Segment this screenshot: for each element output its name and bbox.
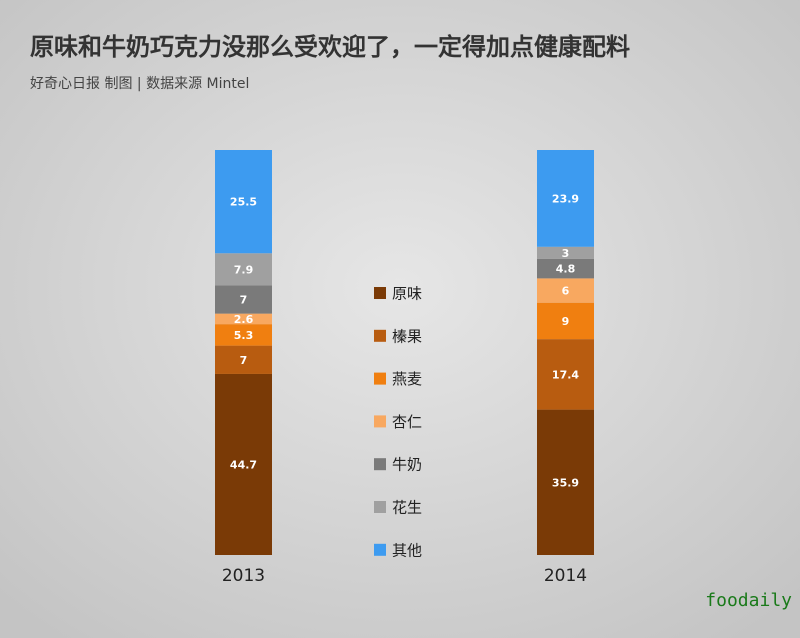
bar-segment — [215, 313, 272, 325]
legend-label: 榛果 — [392, 327, 422, 345]
legend-swatch — [374, 372, 386, 385]
legend-label: 其他 — [392, 541, 422, 559]
bar-segment — [215, 345, 272, 374]
bar-segment — [215, 285, 272, 314]
bar-segment — [215, 150, 272, 254]
legend-swatch — [374, 415, 386, 428]
chart-subtitle: 好奇心日报 制图 | 数据来源 Mintel — [30, 75, 249, 92]
legend-swatch — [374, 458, 386, 471]
legend-label: 杏仁 — [392, 413, 422, 431]
legend-swatch — [374, 287, 386, 299]
value-label: 7.9 — [234, 263, 254, 276]
watermark: foodaily — [705, 590, 792, 611]
legend-swatch — [374, 501, 386, 513]
value-label: 3 — [562, 247, 570, 260]
bar-segment — [215, 253, 272, 286]
legend-label: 花生 — [392, 499, 422, 517]
bar-segment — [537, 409, 594, 555]
legend-label: 燕麦 — [392, 370, 422, 388]
value-label: 6 — [562, 285, 570, 298]
value-label: 44.7 — [230, 458, 257, 471]
bar-segment — [537, 258, 594, 279]
value-label: 25.5 — [230, 196, 257, 209]
value-label: 23.9 — [552, 192, 579, 205]
value-label: 17.4 — [552, 368, 579, 381]
bar-segment — [537, 339, 594, 410]
legend-label: 牛奶 — [392, 456, 422, 474]
bar-segment — [537, 150, 594, 247]
bar-segment — [537, 246, 594, 259]
bar-segment — [537, 278, 594, 303]
value-label: 7 — [240, 354, 248, 367]
bar-segment — [215, 373, 272, 555]
value-label: 2.6 — [234, 313, 254, 326]
x-tick-label: 2014 — [544, 566, 587, 586]
legend-swatch — [374, 329, 386, 342]
value-label: 4.8 — [556, 263, 576, 276]
x-tick-label: 2013 — [222, 566, 265, 586]
value-label: 5.3 — [234, 329, 254, 342]
value-label: 9 — [562, 315, 570, 328]
chart-title: 原味和牛奶巧克力没那么受欢迎了，一定得加点健康配料 — [30, 33, 630, 61]
value-label: 7 — [240, 293, 248, 306]
bar-segment — [215, 324, 272, 346]
value-label: 35.9 — [552, 476, 579, 489]
legend-swatch — [374, 543, 386, 556]
legend-label: 原味 — [392, 285, 422, 303]
bar-segment — [537, 302, 594, 340]
